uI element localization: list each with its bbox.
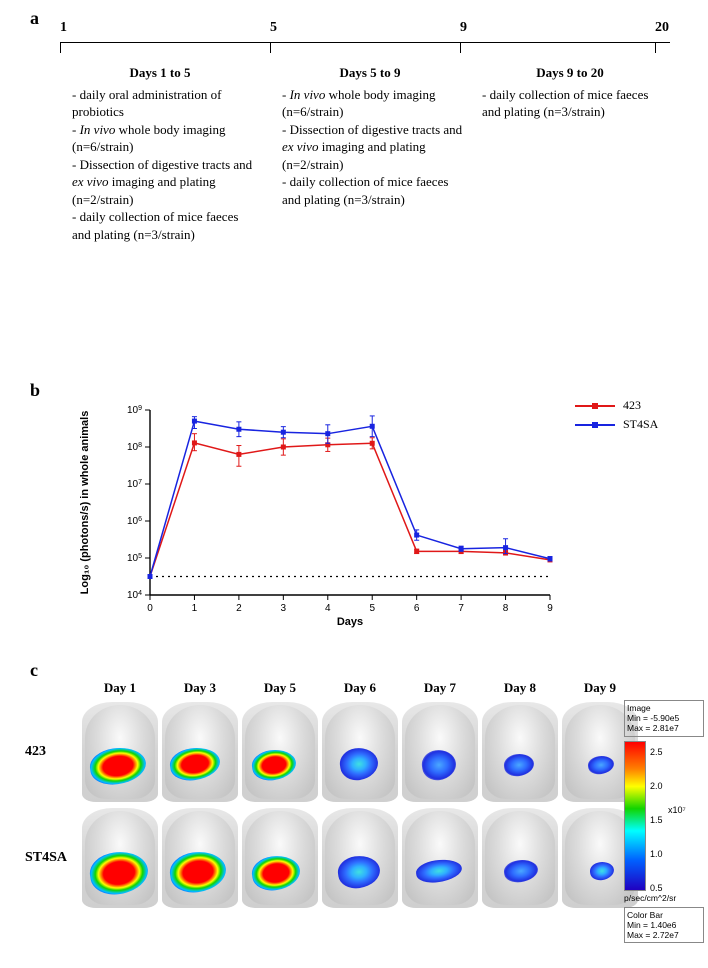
phase-title: Days 5 to 9 bbox=[270, 64, 470, 82]
svg-text:Days: Days bbox=[337, 616, 363, 628]
svg-text:109: 109 bbox=[127, 405, 142, 417]
timeline-phase: Days 9 to 20 daily collection of mice fae… bbox=[470, 64, 670, 121]
timeline-tick bbox=[60, 43, 61, 53]
image-range-line1: Image bbox=[627, 703, 701, 713]
svg-text:Log₁₀ (photons/s) in whole ani: Log₁₀ (photons/s) in whole animals bbox=[79, 411, 91, 595]
svg-text:9: 9 bbox=[547, 603, 553, 614]
phase-item: daily oral administration of probiotics bbox=[72, 86, 260, 121]
colorbar-tick: 2.0 bbox=[650, 781, 663, 791]
colorbar: Image Min = -5.90e5 Max = 2.81e7 2.5 2.0 1… bbox=[624, 700, 704, 943]
days-header: Day 1Day 3Day 5Day 6Day 7Day 8Day 9 bbox=[80, 680, 690, 696]
panel-b-label: b bbox=[30, 380, 40, 401]
color-gradient bbox=[624, 741, 646, 891]
svg-text:7: 7 bbox=[458, 603, 464, 614]
timeline-tick-label: 5 bbox=[270, 20, 277, 36]
day-label: Day 5 bbox=[240, 680, 320, 696]
panel-c: Day 1Day 3Day 5Day 6Day 7Day 8Day 9 423S… bbox=[55, 680, 690, 908]
svg-text:104: 104 bbox=[127, 590, 142, 602]
timeline-bar bbox=[60, 42, 670, 43]
panel-c-label: c bbox=[30, 660, 38, 681]
timeline-tick-label: 1 bbox=[60, 20, 67, 36]
phase-item: In vivo whole body imaging (n=6/strain) bbox=[282, 86, 470, 121]
panel-a-label: a bbox=[30, 8, 39, 29]
chart-svg: 104 105 106 107 108 109 0 1 2 3 4 5 6 7 8 9 Days Log₁₀ (p… bbox=[70, 400, 570, 630]
timeline-phase: Days 5 to 9 In vivo whole body imaging (n… bbox=[270, 64, 470, 208]
svg-text:1: 1 bbox=[192, 603, 198, 614]
phase-title: Days 9 to 20 bbox=[470, 64, 670, 82]
timeline-phase: Days 1 to 5 daily oral administration of … bbox=[60, 64, 260, 243]
svg-text:106: 106 bbox=[127, 516, 142, 528]
colorbar-range-box: Color Bar Min = 1.40e6 Max = 2.72e7 bbox=[624, 907, 704, 944]
colorbar-scale: x10⁷ bbox=[668, 805, 686, 815]
timeline-tick bbox=[460, 43, 461, 53]
svg-text:3: 3 bbox=[281, 603, 287, 614]
legend-label: ST4SA bbox=[623, 417, 658, 432]
colorbar-tick: 1.0 bbox=[650, 849, 663, 859]
mouse-image bbox=[402, 808, 478, 908]
chart-legend: 423 ST4SA bbox=[575, 398, 658, 436]
svg-text:107: 107 bbox=[127, 479, 142, 491]
day-label: Day 7 bbox=[400, 680, 480, 696]
timeline-tick-label: 20 bbox=[655, 20, 669, 36]
day-label: Day 1 bbox=[80, 680, 160, 696]
day-label: Day 3 bbox=[160, 680, 240, 696]
timeline-tick bbox=[270, 43, 271, 53]
phase-item: daily collection of mice faeces and plat… bbox=[282, 173, 470, 208]
svg-text:4: 4 bbox=[325, 603, 331, 614]
colorbar-line3: Max = 2.72e7 bbox=[627, 930, 701, 940]
colorbar-tick: 2.5 bbox=[650, 747, 663, 757]
svg-text:5: 5 bbox=[369, 603, 375, 614]
mouse-row: 423 bbox=[80, 702, 690, 802]
legend-item: 423 bbox=[575, 398, 658, 413]
legend-item: ST4SA bbox=[575, 417, 658, 432]
colorbar-line2: Min = 1.40e6 bbox=[627, 920, 701, 930]
phase-item: Dissection of digestive tracts and ex vi… bbox=[72, 156, 260, 209]
mouse-image bbox=[402, 702, 478, 802]
phase-item: daily collection of mice faeces and plat… bbox=[482, 86, 670, 121]
colorbar-unit: p/sec/cm^2/sr bbox=[624, 893, 704, 903]
phase-item: daily collection of mice faeces and plat… bbox=[72, 208, 260, 243]
colorbar-tick: 1.5 bbox=[650, 815, 663, 825]
svg-text:6: 6 bbox=[414, 603, 420, 614]
mouse-image bbox=[482, 808, 558, 908]
svg-text:8: 8 bbox=[503, 603, 509, 614]
line-chart: 104 105 106 107 108 109 0 1 2 3 4 5 6 7 8 9 Days Log₁₀ (p… bbox=[70, 400, 570, 630]
svg-text:0: 0 bbox=[147, 603, 153, 614]
svg-text:108: 108 bbox=[127, 442, 142, 454]
row-label: 423 bbox=[25, 744, 75, 760]
mouse-image bbox=[242, 808, 318, 908]
legend-label: 423 bbox=[623, 398, 641, 413]
mouse-row: ST4SA bbox=[80, 808, 690, 908]
phase-item: In vivo whole body imaging (n=6/strain) bbox=[72, 121, 260, 156]
mouse-image bbox=[242, 702, 318, 802]
timeline-tick bbox=[655, 43, 656, 53]
mouse-image bbox=[162, 808, 238, 908]
timeline-tick-label: 9 bbox=[460, 20, 467, 36]
mouse-image bbox=[82, 808, 158, 908]
mouse-image bbox=[162, 702, 238, 802]
svg-text:105: 105 bbox=[127, 553, 142, 565]
row-label: ST4SA bbox=[25, 850, 75, 866]
image-range-box: Image Min = -5.90e5 Max = 2.81e7 bbox=[624, 700, 704, 737]
mouse-image bbox=[322, 808, 398, 908]
day-label: Day 9 bbox=[560, 680, 640, 696]
phase-item: Dissection of digestive tracts and ex vi… bbox=[282, 121, 470, 174]
day-label: Day 6 bbox=[320, 680, 400, 696]
mouse-image bbox=[82, 702, 158, 802]
svg-text:2: 2 bbox=[236, 603, 242, 614]
day-label: Day 8 bbox=[480, 680, 560, 696]
phase-title: Days 1 to 5 bbox=[60, 64, 260, 82]
image-range-line2: Min = -5.90e5 bbox=[627, 713, 701, 723]
image-range-line3: Max = 2.81e7 bbox=[627, 723, 701, 733]
colorbar-tick: 0.5 bbox=[650, 883, 663, 893]
mouse-image bbox=[322, 702, 398, 802]
colorbar-line1: Color Bar bbox=[627, 910, 701, 920]
mouse-image bbox=[482, 702, 558, 802]
